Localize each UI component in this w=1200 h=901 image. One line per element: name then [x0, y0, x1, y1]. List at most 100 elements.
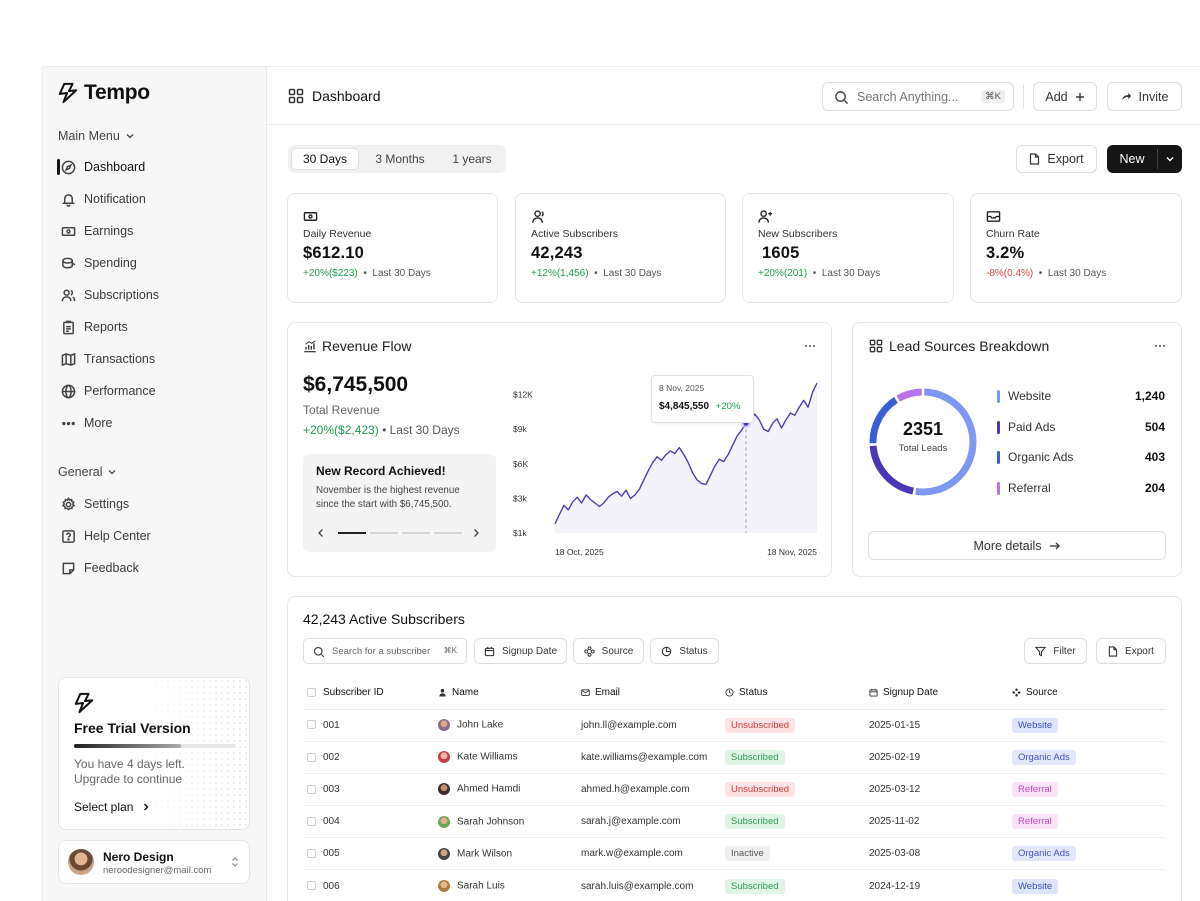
cell-signup-date: 2025-02-19 [869, 741, 1012, 774]
trial-line-1: You have 4 days left. [74, 757, 185, 771]
cell-id: 006 [303, 869, 438, 901]
range-1-years[interactable]: 1 years [452, 152, 492, 166]
cell-email: mark.w@example.com [581, 837, 725, 871]
row-checkbox[interactable] [307, 784, 316, 794]
sidebar-item-notification[interactable]: Notification [61, 186, 251, 212]
carousel-prev-icon[interactable] [317, 528, 325, 538]
column-header-signup-date[interactable]: Signup Date [869, 677, 1012, 710]
donut-total: 2351 [902, 419, 944, 439]
subscriber-name: Sarah Luis [457, 880, 505, 892]
status-badge: Inactive [725, 846, 770, 862]
row-checkbox[interactable] [307, 720, 316, 730]
donut-slice-website [915, 388, 977, 496]
sidebar-item-feedback[interactable]: Feedback [61, 555, 251, 581]
kpi-period: Last 30 Days [372, 268, 431, 279]
column-header-source[interactable]: Source [1012, 677, 1166, 710]
chevron-down-icon [1166, 157, 1174, 162]
table-row[interactable]: 002 Kate Williams kate.williams@example.… [303, 741, 1166, 774]
carousel-dot[interactable] [402, 532, 430, 534]
status-badge: Subscribed [725, 814, 785, 830]
main-menu-label: Main Menu [58, 129, 120, 143]
new-button[interactable]: New [1107, 145, 1157, 173]
table-row[interactable]: 004 Sarah Johnson sarah.j@example.com Su… [303, 805, 1166, 839]
subscriber-id: 002 [323, 751, 340, 763]
export-button[interactable]: Export [1016, 145, 1097, 173]
sidebar-item-spending[interactable]: Spending [61, 250, 251, 276]
invite-label: Invite [1138, 89, 1169, 104]
sidebar-item-subscriptions[interactable]: Subscriptions [61, 282, 251, 308]
column-header-status[interactable]: Status [725, 677, 869, 710]
user-profile-switcher[interactable]: Nero Design neroodesigner@mail.com [58, 840, 250, 884]
cell-id: 003 [303, 773, 438, 807]
sidebar-item-label: Notification [84, 192, 146, 206]
select-all-checkbox[interactable] [307, 688, 316, 698]
filter-chip-source[interactable]: Source [573, 638, 644, 664]
select-plan-link[interactable]: Select plan [74, 800, 151, 814]
subscriber-name: Kate Williams [457, 751, 518, 763]
sidebar-item-reports[interactable]: Reports [61, 314, 251, 340]
more-details-button[interactable]: More details [868, 531, 1166, 560]
nodes-icon [1012, 688, 1021, 697]
topbar-divider [1023, 85, 1024, 109]
user-email: neroodesigner@mail.com [103, 865, 212, 876]
filter-button[interactable]: Filter [1024, 638, 1087, 664]
status-badge: Subscribed [725, 878, 785, 894]
new-dropdown-toggle[interactable] [1158, 145, 1182, 173]
subscriber-search[interactable]: Search for a subscriber ⌘K [303, 638, 467, 664]
more-options-icon[interactable] [1154, 344, 1166, 348]
filter-chip-label: Source [601, 645, 634, 657]
sidebar-item-dashboard[interactable]: Dashboard [61, 154, 251, 180]
column-header-name[interactable]: Name [438, 677, 581, 710]
brand-logo[interactable]: Tempo [57, 81, 150, 105]
carousel-dot[interactable] [434, 532, 462, 534]
sidebar-item-label: Subscriptions [84, 288, 160, 302]
lightning-logo-icon [58, 82, 78, 104]
table-row[interactable]: 003 Ahmed Hamdi ahmed.h@example.com Unsu… [303, 773, 1166, 807]
trial-progress-track [74, 744, 236, 748]
donut-total-label: Total Leads [898, 443, 948, 454]
carousel-dot-active[interactable] [338, 532, 366, 534]
filter-chip-signup-date[interactable]: Signup Date [474, 638, 567, 664]
date-range-switcher: 30 Days 3 Months 1 years [288, 145, 506, 173]
search-shortcut-badge: ⌘K [981, 90, 1005, 103]
cell-status: Inactive [725, 837, 869, 871]
row-checkbox[interactable] [307, 752, 316, 762]
trial-progress-fill [74, 744, 181, 748]
table-export-button[interactable]: Export [1096, 638, 1166, 664]
status-badge: Unsubscribed [725, 717, 796, 733]
sidebar-item-performance[interactable]: Performance [61, 378, 251, 404]
kpi-period: Last 30 Days [603, 268, 662, 279]
add-button[interactable]: Add [1033, 82, 1097, 111]
cell-source: Website [1012, 869, 1166, 901]
sidebar-item-help-center[interactable]: Help Center [61, 523, 251, 549]
row-checkbox[interactable] [307, 817, 316, 827]
table-export-label: Export [1125, 645, 1154, 657]
column-header-email[interactable]: Email [581, 677, 725, 710]
cell-name: Mark Wilson [438, 837, 581, 871]
more-options-icon[interactable] [804, 344, 816, 348]
sidebar-item-label: Spending [84, 256, 137, 270]
general-menu-toggle[interactable]: General [58, 465, 117, 479]
invite-button[interactable]: Invite [1107, 82, 1182, 111]
sidebar-item-transactions[interactable]: Transactions [61, 346, 251, 372]
table-row[interactable]: 001 John Lake john.ll@example.com Unsubs… [303, 709, 1166, 742]
table-row[interactable]: 005 Mark Wilson mark.w@example.com Inact… [303, 837, 1166, 871]
global-search[interactable]: Search Anything... ⌘K [822, 82, 1014, 111]
source-badge: Referral [1012, 781, 1058, 797]
y-tick-label: $9k [513, 424, 527, 434]
lead-sources-title: Lead Sources Breakdown [889, 338, 1050, 354]
row-checkbox[interactable] [307, 849, 316, 859]
sidebar-item-more[interactable]: More [61, 410, 251, 436]
table-row[interactable]: 006 Sarah Luis sarah.luis@example.com Su… [303, 869, 1166, 901]
column-header-id[interactable]: Subscriber ID [303, 677, 438, 710]
carousel-dot[interactable] [370, 532, 398, 534]
range-3-months[interactable]: 3 Months [375, 152, 425, 166]
range-30-days[interactable]: 30 Days [291, 148, 359, 170]
main-menu-toggle[interactable]: Main Menu [58, 129, 135, 143]
row-checkbox[interactable] [307, 881, 316, 891]
carousel-next-icon[interactable] [472, 528, 480, 538]
sidebar-item-earnings[interactable]: Earnings [61, 218, 251, 244]
sidebar-item-settings[interactable]: Settings [61, 491, 251, 517]
cell-email: sarah.luis@example.com [581, 869, 725, 901]
filter-chip-status[interactable]: Status [650, 638, 719, 664]
